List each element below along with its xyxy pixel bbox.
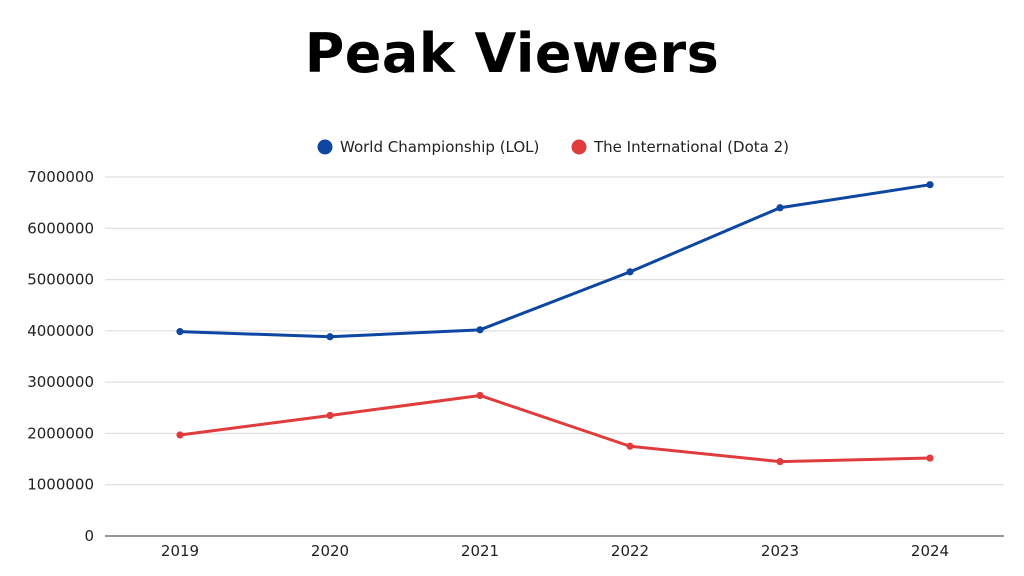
data-point <box>926 454 934 462</box>
legend-marker <box>571 139 587 155</box>
x-tick-label: 2020 <box>311 542 349 560</box>
data-point <box>776 458 784 466</box>
legend-item-2: The International (Dota 2) <box>571 138 789 156</box>
chart-title: Peak Viewers <box>304 22 720 85</box>
x-tick-label: 2024 <box>911 542 949 560</box>
series-line-2 <box>178 393 932 464</box>
data-point <box>776 204 784 212</box>
legend: World Championship (LOL) The Internationa… <box>317 138 789 156</box>
data-point <box>476 391 484 400</box>
series <box>176 181 934 466</box>
y-tick-label: 2000000 <box>27 424 94 442</box>
x-tick-label: 2023 <box>761 542 799 560</box>
data-point <box>626 442 634 450</box>
legend-marker <box>317 139 333 155</box>
series-line-1 <box>178 183 932 339</box>
y-tick-label: 5000000 <box>27 271 94 289</box>
legend-label: World Championship (LOL) <box>340 138 539 156</box>
grid-lines <box>105 176 1004 486</box>
y-tick-label: 3000000 <box>27 373 94 391</box>
y-tick-label: 7000000 <box>27 168 94 186</box>
legend-label: The International (Dota 2) <box>593 138 789 156</box>
x-tick-label: 2019 <box>161 542 199 560</box>
legend-item-1: World Championship (LOL) <box>317 138 539 156</box>
x-tick-label: 2021 <box>461 542 499 560</box>
y-tick-label: 0 <box>84 527 94 545</box>
y-tick-label: 6000000 <box>27 219 94 237</box>
axes: 0 1000000 2000000 3000000 4000000 5000000 6000… <box>27 168 1004 560</box>
x-tick-label: 2022 <box>611 542 649 560</box>
data-point <box>326 333 334 341</box>
data-point <box>626 268 634 276</box>
data-point <box>176 328 184 336</box>
y-tick-label: 1000000 <box>27 476 94 494</box>
data-point <box>176 431 184 439</box>
data-point <box>926 181 934 189</box>
y-tick-label: 4000000 <box>27 322 94 340</box>
data-point <box>476 326 484 334</box>
data-point <box>326 411 334 420</box>
